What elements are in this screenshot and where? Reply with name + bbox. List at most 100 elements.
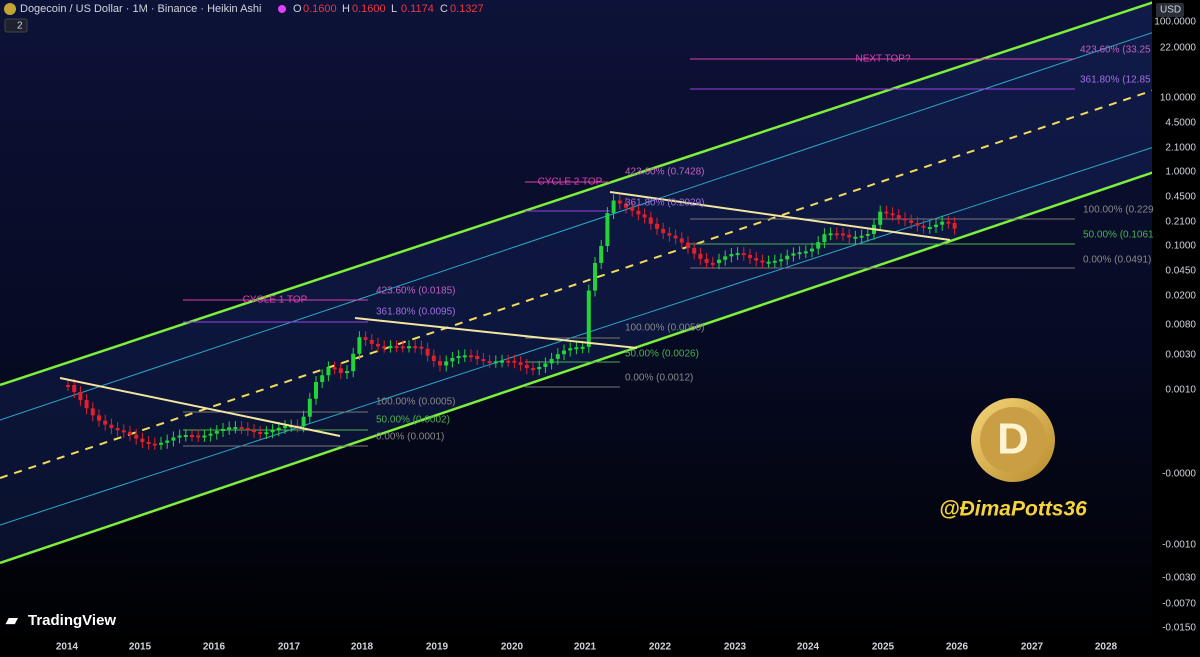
- price-label: 0.0080: [1165, 320, 1196, 331]
- time-label: 2016: [203, 642, 226, 653]
- candle: [946, 221, 951, 224]
- candle: [537, 366, 542, 370]
- candle: [834, 233, 839, 236]
- candle: [555, 354, 560, 359]
- trend-line: [609, 191, 951, 241]
- logo: D: [971, 398, 1055, 482]
- price-label: 0.1000: [1165, 241, 1196, 252]
- candle: [605, 213, 610, 246]
- candle: [934, 224, 938, 228]
- candle: [146, 441, 151, 444]
- ohlc-key: O: [293, 3, 302, 15]
- time-label: 2019: [426, 642, 449, 653]
- candle: [574, 347, 579, 350]
- candle: [165, 440, 170, 443]
- candle: [233, 427, 238, 430]
- candle: [72, 385, 77, 393]
- candle: [841, 233, 845, 236]
- candle: [376, 343, 380, 347]
- candle: [543, 363, 548, 367]
- candle: [704, 258, 709, 263]
- price-label: 0.0450: [1165, 266, 1196, 277]
- time-label: 2018: [351, 642, 374, 653]
- candle: [239, 427, 244, 430]
- candle: [915, 222, 920, 226]
- ohlc-key: C: [440, 3, 448, 15]
- time-label: 2027: [1021, 642, 1044, 653]
- candle: [450, 358, 455, 362]
- candle: [171, 437, 176, 441]
- candle: [847, 234, 852, 238]
- brand-mark: ▰: [5, 612, 18, 629]
- candle: [884, 211, 889, 214]
- candle: [363, 337, 368, 341]
- candle: [580, 346, 585, 349]
- candle: [252, 430, 256, 433]
- annotation: NEXT TOP?: [855, 54, 910, 65]
- candle: [301, 416, 306, 427]
- candle: [586, 290, 591, 347]
- time-label: 2014: [56, 642, 79, 653]
- price-axis: [1152, 0, 1200, 657]
- candle: [735, 253, 740, 256]
- candle: [890, 213, 895, 216]
- candle: [115, 428, 120, 431]
- annotation: 361.80% (0.0095): [376, 307, 456, 318]
- candle: [593, 262, 597, 291]
- candle: [97, 415, 101, 421]
- candle: [357, 337, 362, 354]
- channel-line: [0, 144, 1161, 526]
- annotation: 423.60% (0.0185): [376, 286, 456, 297]
- time-label: 2020: [501, 642, 524, 653]
- candle: [444, 361, 449, 366]
- candle: [128, 431, 132, 435]
- watermark: @ĐimaPotts36: [939, 498, 1087, 521]
- candle: [655, 223, 659, 229]
- candle: [828, 233, 833, 236]
- candle: [760, 260, 765, 263]
- candle: [264, 432, 269, 435]
- candle: [748, 254, 752, 259]
- candle: [214, 431, 219, 434]
- price-label: 0.0200: [1165, 291, 1196, 302]
- candle: [394, 346, 399, 349]
- candle: [816, 242, 821, 249]
- candle: [754, 258, 759, 261]
- trend-line: [59, 377, 341, 437]
- time-label: 2021: [574, 642, 597, 653]
- candle: [320, 375, 325, 382]
- price-label: -0.0000: [1162, 469, 1196, 480]
- candle: [400, 346, 405, 349]
- candle: [202, 435, 207, 438]
- candle: [469, 355, 473, 358]
- ohlc-value: 0.1600: [352, 3, 386, 15]
- candle: [617, 200, 622, 204]
- candle: [524, 364, 529, 369]
- candle: [599, 245, 604, 263]
- time-label: 2025: [872, 642, 895, 653]
- dot: [278, 5, 286, 13]
- ohlc-value: 0.1327: [450, 3, 484, 15]
- candle: [326, 367, 331, 376]
- candle: [190, 435, 194, 438]
- candle: [419, 346, 424, 349]
- candle: [481, 359, 486, 362]
- annotation: CYCLE 1 TOP: [243, 295, 308, 306]
- candle: [642, 214, 647, 218]
- candle: [121, 430, 126, 433]
- candle: [475, 355, 480, 360]
- candle: [196, 435, 201, 438]
- candle: [952, 222, 957, 229]
- candle: [785, 255, 790, 260]
- time-axis: [0, 636, 1200, 657]
- time-label: 2015: [129, 642, 152, 653]
- channel-fill: [0, 0, 1160, 563]
- annotation: 423.60% (33.25: [1080, 45, 1151, 56]
- candle: [648, 217, 653, 224]
- candle: [692, 247, 697, 254]
- candle: [413, 346, 418, 349]
- candle: [624, 203, 628, 208]
- candle: [78, 392, 83, 401]
- price-label: 10.0000: [1160, 93, 1197, 104]
- annotation: 100.00% (0.0005): [376, 397, 456, 408]
